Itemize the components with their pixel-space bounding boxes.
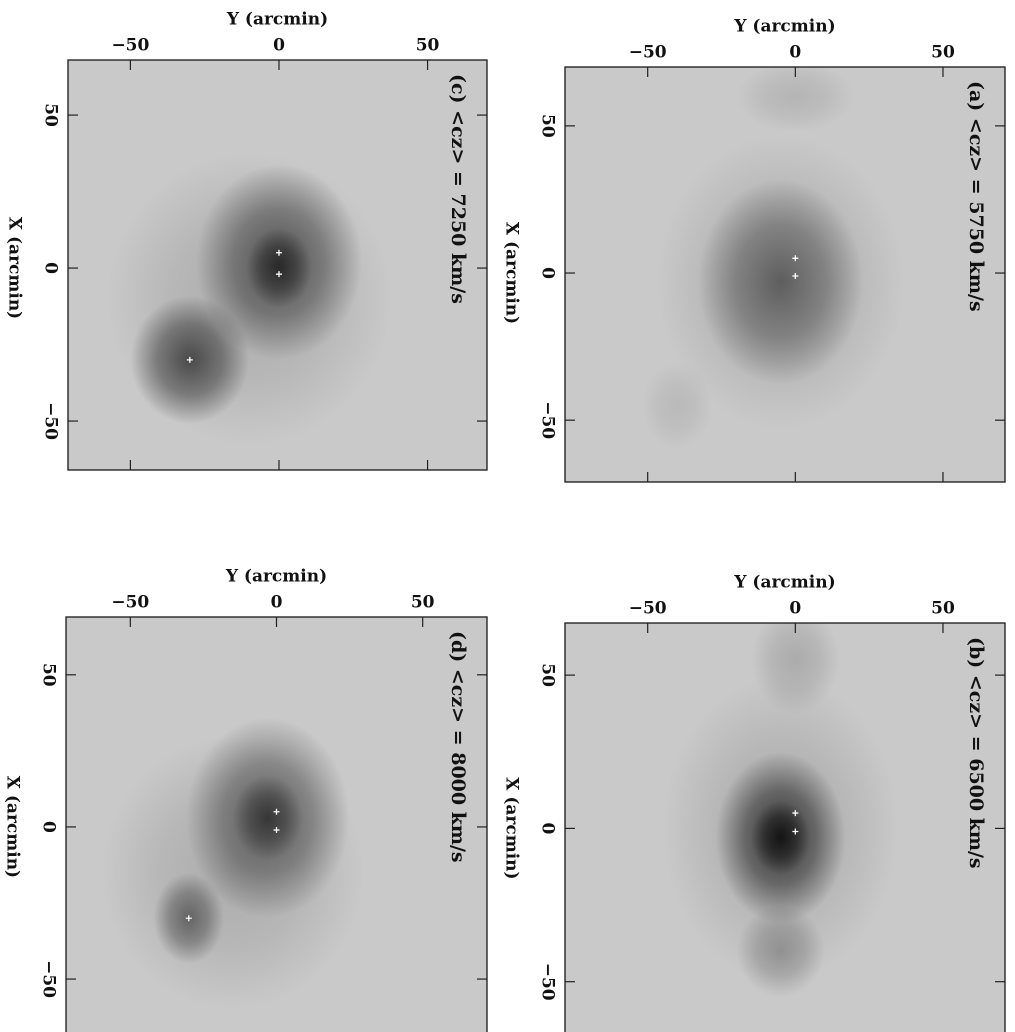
- y-axis-label: X (arcmin): [5, 217, 25, 319]
- density-blob: [736, 905, 825, 998]
- y-tick-label: 50: [39, 663, 59, 687]
- frame-border: [67, 59, 488, 471]
- density-blob: [246, 228, 312, 308]
- frame-border: [564, 66, 1006, 483]
- x-tick-label: 0: [789, 599, 801, 619]
- panel-title: (b) <cz> = 6500 km/s: [965, 637, 987, 869]
- x-tick-label: −50: [629, 43, 667, 63]
- y-tick-label: −50: [538, 401, 558, 439]
- y-tick-label: 50: [538, 114, 558, 138]
- panel: −50 0 50 −50 0 50 Y (arcmin) X (arcmin) (a) <cz>…: [502, 17, 1006, 483]
- y-axis-label: X (arcmin): [502, 777, 522, 879]
- y-tick-label: −50: [39, 960, 59, 998]
- panel: −50 0 50 −50 0 50 Y (arcmin) X (arcmin) (b) <cz>…: [502, 573, 1006, 1032]
- marker: [273, 826, 280, 833]
- x-tick-label: 0: [789, 43, 801, 63]
- density-map: [101, 717, 365, 1010]
- marker: [185, 915, 192, 922]
- panel: −50 0 50 −50 0 50 Y (arcmin) X (arcmin) (d) <cz>…: [3, 567, 488, 1032]
- y-tick-label: 0: [538, 822, 558, 834]
- density-blob: [641, 361, 713, 450]
- marker: [792, 272, 799, 279]
- y-tick-label: 0: [39, 821, 59, 833]
- marker: [275, 271, 282, 278]
- density-blob: [697, 178, 864, 385]
- density-blob: [232, 775, 303, 861]
- panel: −50 0 50 −50 0 50 Y (arcmin) X (arcmin) (c) <cz>…: [5, 10, 488, 471]
- x-tick-label: 50: [411, 593, 435, 613]
- y-axis-label: X (arcmin): [3, 776, 23, 878]
- panel-title: (d) <cz> = 8000 km/s: [447, 631, 469, 863]
- x-tick-label: 50: [931, 599, 955, 619]
- x-tick-label: −50: [111, 36, 149, 56]
- x-tick-label: 50: [931, 43, 955, 63]
- x-axis-label: Y (arcmin): [733, 17, 835, 37]
- y-tick-label: −50: [538, 963, 558, 1001]
- density-blob: [751, 623, 840, 715]
- marker: [186, 356, 193, 363]
- x-tick-label: −50: [629, 599, 667, 619]
- density-blob: [751, 800, 811, 875]
- y-tick-label: 0: [538, 267, 558, 279]
- marker: [792, 810, 799, 817]
- density-blob: [736, 67, 855, 132]
- x-axis-label: Y (arcmin): [733, 573, 835, 593]
- x-tick-label: −50: [111, 593, 149, 613]
- marker: [275, 249, 282, 256]
- y-tick-label: −50: [41, 402, 61, 440]
- marker: [792, 255, 799, 262]
- density-map: [662, 623, 899, 998]
- panel-title: (c) <cz> = 7250 km/s: [447, 74, 469, 304]
- density-map: [641, 67, 905, 450]
- marker: [792, 828, 799, 835]
- x-axis-label: Y (arcmin): [226, 10, 328, 30]
- panel-title: (a) <cz> = 5750 km/s: [965, 81, 987, 312]
- density-map: [106, 151, 392, 446]
- y-axis-label: X (arcmin): [502, 222, 522, 324]
- marker: [273, 808, 280, 815]
- x-axis-label: Y (arcmin): [225, 567, 327, 587]
- y-tick-label: 0: [41, 262, 61, 274]
- frame-border: [564, 622, 1006, 1032]
- x-tick-label: 50: [416, 36, 440, 56]
- x-tick-label: 0: [273, 36, 285, 56]
- y-tick-label: 50: [41, 103, 61, 127]
- x-tick-label: 0: [271, 593, 283, 613]
- y-tick-label: 50: [538, 663, 558, 687]
